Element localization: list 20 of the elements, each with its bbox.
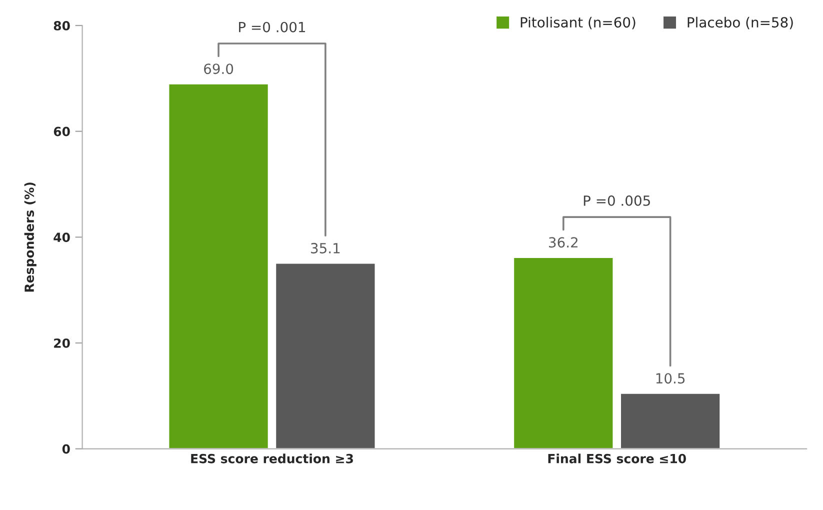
x-tick-label: ESS score reduction ≥3 [191, 454, 353, 464]
legend-label: Placebo (n=58) [688, 16, 793, 30]
annotation: P =0 .001 [239, 22, 305, 32]
y-tick-label: 20 [54, 338, 70, 348]
data-label: 10.5 [656, 373, 685, 384]
y-tick-label: 60 [54, 126, 70, 136]
bar [620, 392, 722, 449]
y-axis-title: Responders (%) [24, 182, 36, 292]
bar [512, 256, 614, 449]
x-tick-label: Final ESS score ≤10 [548, 454, 686, 464]
data-label: 35.1 [311, 242, 340, 254]
y-tick-label: 80 [54, 20, 70, 30]
bar [168, 83, 270, 449]
annotation: P =0 .005 [584, 195, 650, 206]
legend-label: Pitolisant (n=60) [520, 16, 636, 30]
bar [274, 262, 376, 449]
y-tick-label: 0 [62, 444, 70, 454]
data-label: 69.0 [204, 64, 234, 74]
y-tick-label: 40 [54, 232, 70, 242]
data-label: 36.2 [549, 237, 578, 248]
